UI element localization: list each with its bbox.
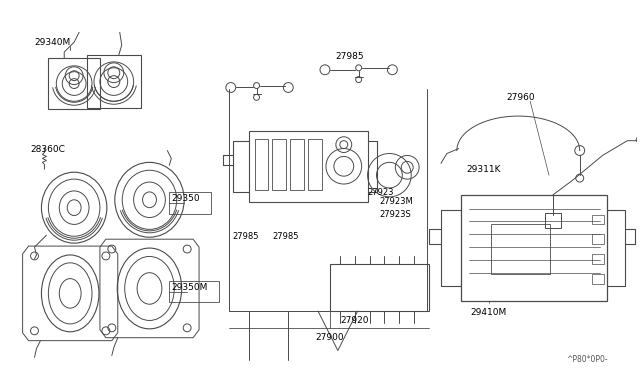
- Text: 27923S: 27923S: [380, 210, 412, 219]
- Bar: [291, 139, 304, 190]
- Bar: [591, 234, 604, 244]
- Text: 27900: 27900: [316, 333, 344, 342]
- Bar: [545, 212, 561, 228]
- Bar: [170, 280, 219, 302]
- Text: 27985: 27985: [233, 232, 259, 241]
- Text: 27923: 27923: [367, 188, 394, 197]
- Bar: [49, 58, 100, 109]
- Text: 27920: 27920: [340, 316, 369, 325]
- Bar: [591, 274, 604, 283]
- Text: 27923M: 27923M: [380, 197, 413, 206]
- Bar: [591, 215, 604, 224]
- Bar: [255, 139, 268, 190]
- Bar: [461, 195, 607, 301]
- Text: ^P80*0P0-: ^P80*0P0-: [566, 355, 607, 365]
- Bar: [490, 224, 550, 274]
- Bar: [591, 254, 604, 264]
- Text: 29350: 29350: [172, 194, 200, 203]
- Text: 29410M: 29410M: [470, 308, 507, 317]
- Text: 28360C: 28360C: [31, 145, 65, 154]
- Text: 29340M: 29340M: [35, 38, 71, 47]
- Bar: [248, 131, 367, 202]
- Bar: [273, 139, 286, 190]
- Bar: [308, 139, 322, 190]
- Text: 27985: 27985: [273, 232, 299, 241]
- Text: 29350M: 29350M: [172, 283, 207, 292]
- Bar: [87, 55, 141, 108]
- Bar: [170, 192, 211, 214]
- Bar: [330, 264, 429, 311]
- Text: 29311K: 29311K: [467, 165, 501, 174]
- Text: 27985: 27985: [335, 52, 364, 61]
- Text: 27960: 27960: [506, 93, 535, 102]
